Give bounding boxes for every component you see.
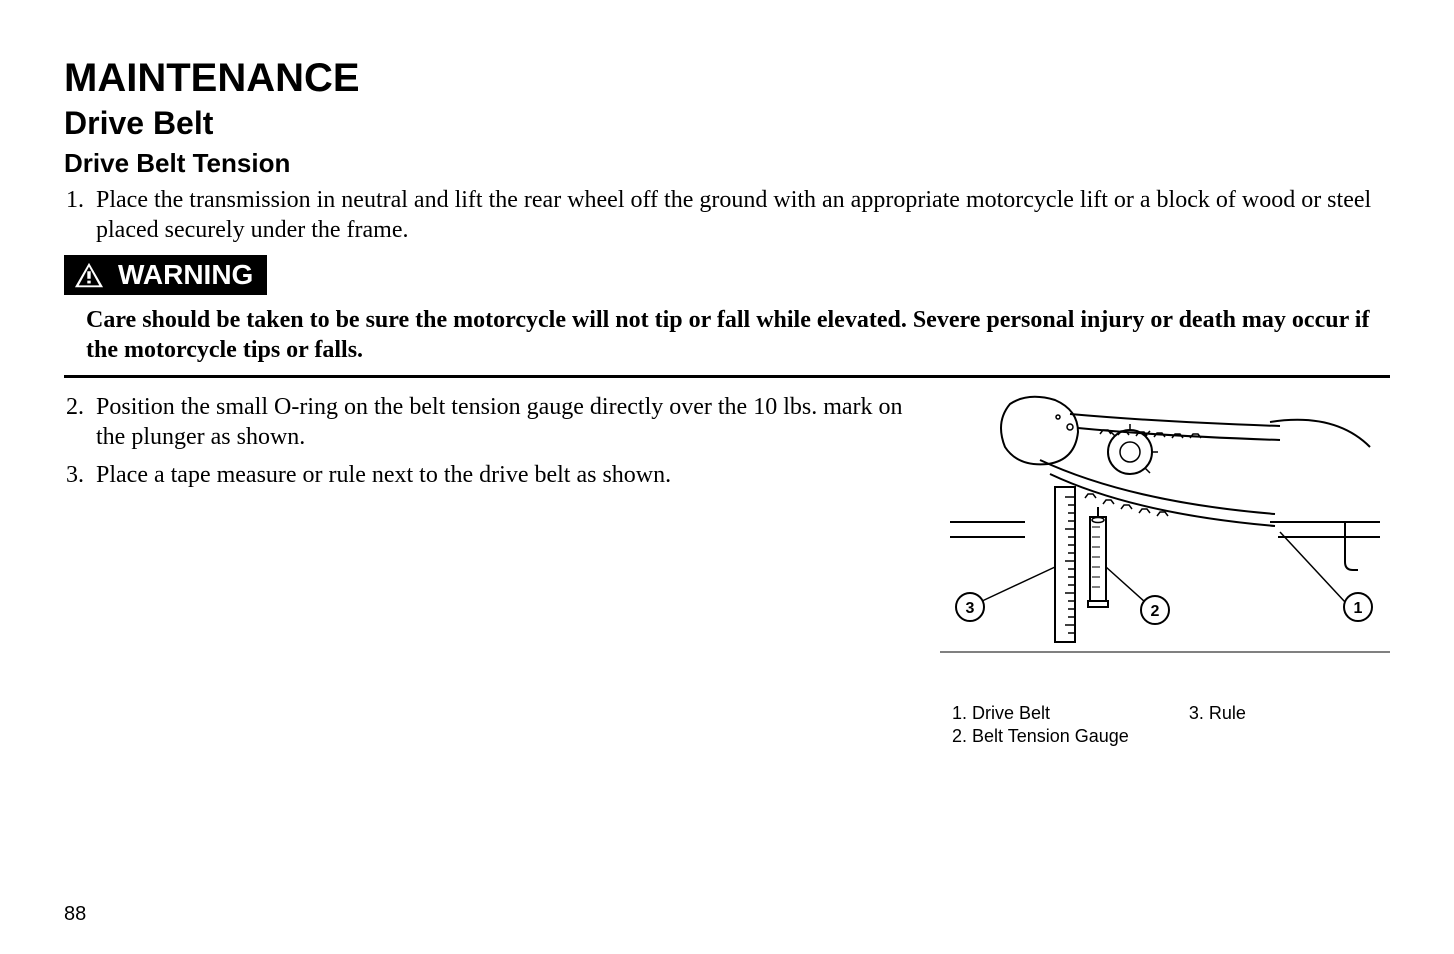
legend-text: Drive Belt: [972, 703, 1050, 723]
legend-text: Rule: [1209, 703, 1246, 723]
diagram-legend: 1. Drive Belt 2. Belt Tension Gauge 3. R…: [940, 703, 1390, 747]
warning-header: WARNING: [64, 255, 267, 295]
step-item: 2. Position the small O-ring on the belt…: [64, 392, 916, 452]
sub-sub-title: Drive Belt Tension: [64, 148, 1390, 179]
legend-item: 3. Rule: [1189, 703, 1246, 724]
legend-num: 1.: [952, 703, 967, 723]
warning-triangle-icon: [74, 261, 104, 289]
callout-2-text: 2: [1151, 603, 1160, 620]
legend-item: 2. Belt Tension Gauge: [952, 726, 1129, 747]
right-column: 3 2 1 1. Drive Belt 2. Belt Tension Gaug…: [940, 392, 1390, 747]
legend-num: 2.: [952, 726, 967, 746]
step-text: Place the transmission in neutral and li…: [96, 185, 1390, 245]
step-text: Place a tape measure or rule next to the…: [96, 460, 671, 490]
step-list-bottom: 2. Position the small O-ring on the belt…: [64, 392, 916, 490]
step-number: 2.: [64, 392, 96, 452]
callout-1-text: 1: [1354, 600, 1363, 617]
step-number: 1.: [64, 185, 96, 245]
content-row: 2. Position the small O-ring on the belt…: [64, 392, 1390, 747]
legend-num: 3.: [1189, 703, 1204, 723]
warning-text: Care should be taken to be sure the moto…: [64, 305, 1390, 365]
step-list-top: 1. Place the transmission in neutral and…: [64, 185, 1390, 245]
left-column: 2. Position the small O-ring on the belt…: [64, 392, 916, 747]
legend-item: 1. Drive Belt: [952, 703, 1129, 724]
legend-col-right: 3. Rule: [1189, 703, 1246, 747]
page-number: 88: [64, 903, 86, 926]
step-text: Position the small O-ring on the belt te…: [96, 392, 916, 452]
warning-label: WARNING: [118, 259, 253, 291]
belt-diagram-svg: 3 2 1: [940, 392, 1390, 692]
step-item: 1. Place the transmission in neutral and…: [64, 185, 1390, 245]
legend-text: Belt Tension Gauge: [972, 726, 1129, 746]
legend-col-left: 1. Drive Belt 2. Belt Tension Gauge: [952, 703, 1129, 747]
diagram: 3 2 1 1. Drive Belt 2. Belt Tension Gaug…: [940, 392, 1390, 747]
warning-block: WARNING Care should be taken to be sure …: [64, 255, 1390, 378]
warning-divider: [64, 375, 1390, 378]
step-item: 3. Place a tape measure or rule next to …: [64, 460, 916, 490]
step-number: 3.: [64, 460, 96, 490]
sub-title: Drive Belt: [64, 105, 1390, 142]
main-title: MAINTENANCE: [64, 56, 1390, 101]
callout-3-text: 3: [966, 600, 975, 617]
